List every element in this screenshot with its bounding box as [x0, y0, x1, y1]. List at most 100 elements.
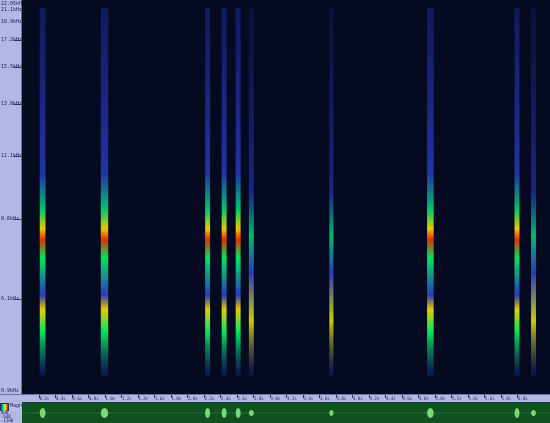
spectral-burst [427, 8, 434, 376]
time-axis: 0.2s 0.4s 0.6s 0.8s 1.0s 1.2s 1.4s 1.6s 1.8s 2.0s… [0, 394, 550, 403]
freq-label: 8.6kHz [1, 216, 20, 222]
freq-label: 21.1kHz [1, 7, 23, 13]
time-tick [55, 395, 56, 398]
time-label: 4.8s [419, 396, 429, 401]
freq-label: 0.9kHz [1, 388, 20, 394]
time-tick [335, 395, 337, 398]
waveform-svg [22, 408, 550, 418]
time-label: 5.4s [468, 396, 479, 401]
time-tick [385, 395, 386, 398]
waveform-axis: 0dB -6dB -12dB [0, 411, 21, 423]
time-label: 3.8s [336, 396, 347, 401]
time-tick [368, 395, 370, 398]
spectral-burst [221, 8, 227, 376]
freq-tick [14, 40, 21, 41]
time-tick [220, 395, 221, 398]
time-tick [286, 395, 287, 398]
time-tick [137, 395, 139, 398]
time-label: 5.0s [435, 396, 446, 401]
time-label: 2.8s [254, 396, 264, 401]
time-tick [517, 395, 518, 398]
time-tick [434, 395, 436, 398]
time-label: 4.2s [369, 396, 380, 401]
waveform-blip [329, 410, 334, 416]
time-tick [71, 395, 73, 398]
freq-label: 15.5kHz [1, 64, 23, 70]
time-tick [38, 395, 40, 398]
time-tick [352, 395, 353, 398]
spectral-burst [514, 8, 520, 376]
waveform-axis-label: -12dB [1, 418, 14, 423]
waveform-blip [531, 410, 536, 416]
spectral-burst [531, 8, 536, 376]
time-tick [187, 395, 188, 398]
freq-tick [14, 156, 21, 157]
time-label: 4.6s [402, 396, 413, 401]
time-tick [236, 395, 238, 398]
time-tick [319, 395, 320, 398]
freq-label: 6.1kHz [1, 296, 20, 302]
frequency-axis: 22.05kHz 21.1kHz 18.9kHz 17.2kHz 15.5kHz… [0, 0, 26, 394]
freq-label: 22.05kHz [1, 1, 26, 7]
waveform-panel[interactable] [22, 402, 550, 423]
spectral-burst [39, 8, 46, 376]
spectral-burst [100, 8, 109, 376]
time-tick [401, 395, 403, 398]
time-tick [104, 395, 106, 398]
spectrogram-canvas[interactable] [22, 0, 550, 394]
time-tick [418, 395, 419, 398]
time-tick [269, 395, 271, 398]
time-label: 5.2s [452, 396, 462, 401]
time-tick [88, 395, 89, 398]
waveform-blip [205, 408, 211, 418]
time-label: 1.6s [155, 396, 165, 401]
waveform-blip [427, 408, 434, 418]
spectral-burst [248, 8, 254, 376]
time-label: 0.2s [39, 396, 50, 401]
time-label: 5.6s [485, 396, 495, 401]
time-label: 0.6s [72, 396, 83, 401]
time-label: 0.8s [89, 396, 99, 401]
time-tick [467, 395, 469, 398]
freq-tick [14, 299, 21, 300]
time-tick [154, 395, 155, 398]
time-label: 1.4s [138, 396, 149, 401]
time-label: 3.2s [287, 396, 297, 401]
freq-label: 17.2kHz [1, 37, 23, 43]
time-label: 1.0s [105, 396, 116, 401]
time-tick [203, 395, 205, 398]
waveform-blip [100, 408, 109, 418]
waveform-blip [235, 408, 241, 418]
freq-tick [14, 104, 21, 105]
time-label: 4.4s [386, 396, 396, 401]
time-label: 5.8s [501, 396, 512, 401]
time-tick [500, 395, 502, 398]
time-label: 2.2s [204, 396, 215, 401]
time-label: 2.6s [237, 396, 248, 401]
freq-label: 18.9kHz [1, 19, 23, 25]
waveform-blip [514, 408, 520, 418]
time-label: 4.0s [353, 396, 363, 401]
time-label: 1.8s [171, 396, 182, 401]
waveform-axis-label: -6dB [1, 414, 11, 419]
spectrogram-svg [39, 8, 536, 376]
time-tick [451, 395, 452, 398]
freq-tick [14, 219, 21, 220]
time-tick [121, 395, 122, 398]
spectral-burst [205, 8, 211, 376]
spectral-burst [329, 8, 334, 376]
time-label: 6.0s [518, 396, 528, 401]
freq-label: 13.8kHz [1, 101, 23, 107]
time-tick [170, 395, 172, 398]
waveform-blip [39, 408, 46, 418]
time-label: 3.0s [270, 396, 281, 401]
spectral-burst [235, 8, 241, 376]
time-label: 2.4s [221, 396, 231, 401]
waveform-blip [221, 408, 227, 418]
time-label: 0.4s [56, 396, 66, 401]
time-label: 2.0s [188, 396, 198, 401]
freq-tick [14, 67, 21, 68]
time-tick [484, 395, 485, 398]
time-tick [253, 395, 254, 398]
time-label: 3.4s [303, 396, 314, 401]
